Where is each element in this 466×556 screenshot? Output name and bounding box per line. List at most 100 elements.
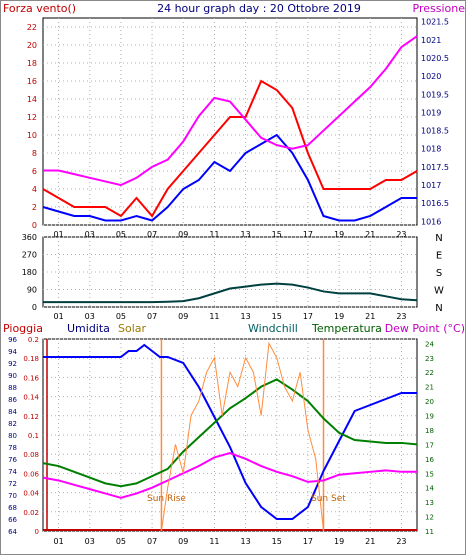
direction-tick-label: 270 (22, 251, 37, 260)
x-tick-label: 01 (53, 230, 63, 239)
x-tick-label: 15 (272, 537, 282, 546)
pressure-tick-label: 1017.5 (421, 163, 449, 172)
humidity-tick-label: 96 (8, 336, 17, 344)
pressure-tick-label: 1018.5 (421, 127, 449, 136)
temperature-tick-label: 16 (425, 456, 434, 464)
temperature-tick-label: 22 (425, 369, 434, 377)
x-tick-label: 05 (116, 230, 126, 239)
temperature-tick-label: 17 (425, 441, 434, 449)
humidity-tick-label: 70 (8, 492, 17, 500)
wind-tick-label: 14 (27, 95, 37, 104)
pressure-tick-label: 1021.5 (421, 18, 449, 27)
wind-tick-label: 20 (27, 41, 37, 50)
temperature-tick-label: 12 (425, 514, 434, 522)
rain-tick-label: 0.18 (23, 355, 39, 363)
humidity-tick-label: 74 (8, 468, 17, 476)
direction-line-0 (43, 282, 418, 304)
x-tick-label: 11 (209, 312, 219, 321)
temperature-humidity-plot-area (42, 338, 418, 532)
wind-pressure-plot-area (42, 17, 418, 226)
x-tick-label: 05 (116, 312, 126, 321)
temperature-tick-label: 21 (425, 384, 434, 392)
pressure-tick-label: 1020.5 (421, 54, 449, 63)
temperature-tick-label: 15 (425, 470, 434, 478)
wind-direction-plot-area (42, 236, 418, 308)
rain-tick-label: 0.04 (23, 490, 39, 498)
compass-tick-label: W (434, 286, 444, 297)
pressure-axis-label: Pressione (413, 2, 466, 15)
x-tick-label: 09 (178, 230, 188, 239)
temperature-tick-label: 11 (425, 528, 434, 536)
wind-tick-label: 0 (32, 221, 37, 230)
x-tick-label: 03 (85, 312, 95, 321)
legend-dewpoint: Dew Point (°C) (385, 322, 465, 335)
compass-tick-label: N (435, 303, 442, 314)
humidity-tick-label: 92 (8, 360, 17, 368)
x-tick-label: 09 (178, 312, 188, 321)
x-tick-label: 19 (334, 230, 344, 239)
legend-solar: Solar (118, 322, 147, 335)
x-tick-label: 21 (365, 537, 375, 546)
rain-tick-label: 0.2 (28, 336, 39, 344)
pressure-tick-label: 1019.5 (421, 90, 449, 99)
wind-tick-label: 16 (27, 77, 37, 86)
pressure-tick-label: 1016 (421, 217, 441, 226)
direction-tick-label: 90 (27, 286, 37, 295)
x-tick-label: 23 (396, 537, 406, 546)
graph-title: 24 hour graph day : 20 Ottobre 2019 (157, 2, 361, 15)
x-tick-label: 21 (365, 312, 375, 321)
humidity-tick-label: 84 (8, 408, 17, 416)
compass-tick-label: N (435, 233, 442, 244)
rain-tick-label: 0.16 (23, 374, 39, 382)
x-tick-label: 11 (209, 537, 219, 546)
wind-tick-label: 10 (27, 131, 37, 140)
pressure-tick-label: 1019 (421, 108, 441, 117)
humidity-tick-label: 94 (8, 348, 17, 356)
pressure-tick-label: 1018 (421, 145, 441, 154)
compass-tick-label: S (436, 268, 442, 279)
temperature-tick-label: 18 (425, 427, 434, 435)
series-dew-point-c- (42, 451, 417, 499)
wind-tick-label: 12 (27, 113, 37, 122)
series-line-2 (43, 35, 418, 187)
direction-tick-label: 0 (32, 303, 37, 312)
temperature-tick-label: 19 (425, 413, 434, 421)
humidity-tick-label: 76 (8, 456, 17, 464)
wind-axis-label: Forza vento() (3, 2, 76, 15)
legend-temperatura: Temperatura (311, 322, 382, 335)
rain-tick-label: 0.14 (23, 394, 39, 402)
legend-windchill: Windchill (248, 322, 298, 335)
humidity-tick-label: 86 (8, 396, 17, 404)
temperature-humidity-panel: Pioggia Umidita Solar Windchill Temperat… (3, 322, 465, 546)
sunset-label: Sun Set (311, 494, 346, 504)
wind-tick-label: 18 (27, 59, 37, 68)
x-tick-label: 13 (240, 312, 250, 321)
rain-tick-label: 0.02 (23, 509, 39, 517)
x-tick-label: 21 (365, 230, 375, 239)
direction-tick-label: 360 (22, 233, 37, 242)
x-tick-label: 11 (209, 230, 219, 239)
temperature-tick-label: 24 (425, 340, 434, 348)
x-tick-label: 23 (396, 230, 406, 239)
x-tick-label: 01 (53, 537, 63, 546)
humidity-tick-label: 64 (8, 528, 17, 536)
series-umidita (43, 343, 417, 520)
pressure-tick-label: 1021 (421, 36, 441, 45)
x-tick-label: 19 (334, 312, 344, 321)
wind-tick-label: 4 (32, 185, 37, 194)
legend-umidita: Umidita (67, 322, 110, 335)
x-tick-label: 03 (85, 537, 95, 546)
rain-tick-label: 0.1 (28, 432, 39, 440)
humidity-tick-label: 82 (8, 420, 17, 428)
x-tick-label: 23 (396, 312, 406, 321)
x-tick-label: 01 (53, 312, 63, 321)
x-tick-label: 07 (147, 230, 157, 239)
temperature-tick-label: 13 (425, 499, 434, 507)
humidity-tick-label: 90 (8, 372, 17, 380)
rain-tick-label: 0.12 (23, 413, 39, 421)
series-temperatura (42, 378, 418, 488)
rain-tick-label: 0.08 (23, 451, 39, 459)
direction-tick-label: 180 (22, 268, 37, 277)
